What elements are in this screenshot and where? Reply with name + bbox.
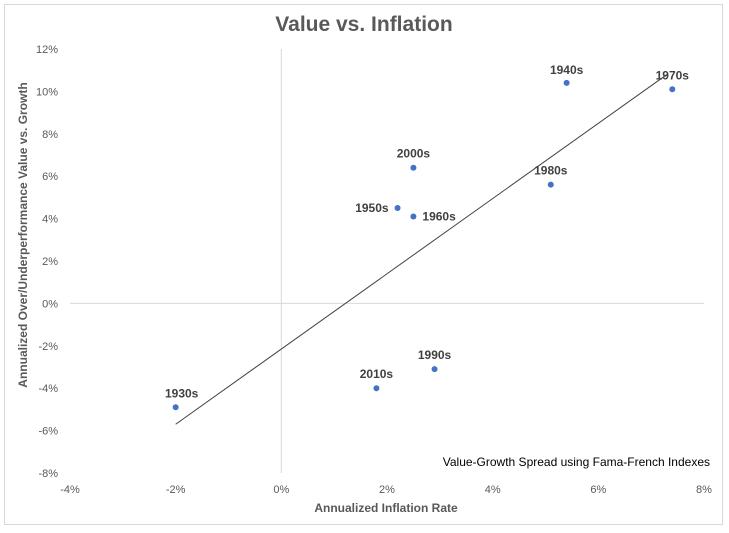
y-tick-label: 6% (42, 171, 58, 183)
y-tick-label: 12% (36, 44, 58, 56)
data-label-1980s: 1980s (534, 164, 568, 178)
x-tick-label: -2% (166, 484, 186, 496)
data-label-1970s: 1970s (656, 68, 690, 82)
data-point-1950s (394, 205, 401, 211)
data-point-1940s (563, 79, 570, 86)
data-label-1950s: 1950s (355, 201, 389, 215)
data-point-2010s (373, 385, 380, 392)
data-point-1990s (431, 366, 438, 373)
data-point-1980s (547, 181, 554, 188)
y-tick-label: 4% (42, 214, 58, 226)
y-tick-label: -2% (38, 341, 58, 353)
y-tick-label: 8% (42, 129, 58, 141)
data-point-2000s (410, 164, 417, 171)
x-tick-label: 0% (273, 484, 289, 496)
chart-frame (4, 4, 723, 525)
y-tick-label: -6% (38, 426, 58, 438)
data-label-1960s: 1960s (422, 209, 456, 223)
data-label-1940s: 1940s (550, 63, 584, 77)
data-label-1990s: 1990s (418, 348, 452, 362)
x-tick-label: 8% (696, 484, 712, 496)
chart-annotation: Value-Growth Spread using Fama-French In… (443, 455, 710, 469)
data-label-1930s: 1930s (165, 386, 199, 400)
x-tick-label: 6% (590, 484, 606, 496)
y-axis-title: Annualized Over/Underperformance Value v… (16, 82, 30, 387)
data-label-2000s: 2000s (397, 147, 431, 161)
y-tick-label: -8% (38, 468, 58, 480)
y-tick-label: 2% (42, 256, 58, 268)
x-tick-label: 2% (379, 484, 395, 496)
x-tick-label: -4% (60, 484, 80, 496)
data-point-1930s (172, 404, 179, 411)
y-tick-label: 10% (36, 86, 58, 98)
y-tick-label: -4% (38, 383, 58, 395)
y-tick-label: 0% (42, 298, 58, 310)
data-label-2010s: 2010s (360, 367, 394, 381)
x-tick-label: 4% (485, 484, 501, 496)
data-point-1960s (410, 213, 417, 220)
data-point-1970s (669, 86, 676, 93)
trend-line (175, 74, 668, 425)
x-axis-title: Annualized Inflation Rate (314, 501, 458, 515)
chart-title: Value vs. Inflation (275, 13, 452, 36)
